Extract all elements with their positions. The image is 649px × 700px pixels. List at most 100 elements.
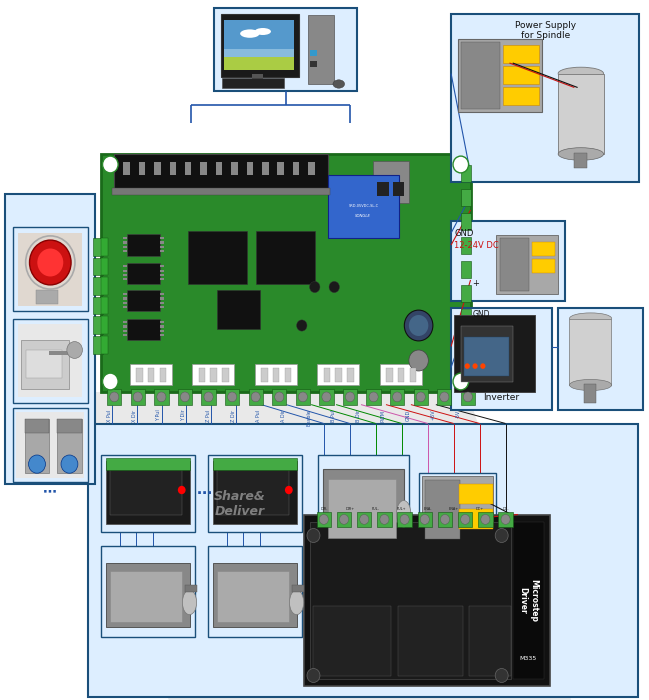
- Bar: [410, 368, 416, 382]
- Bar: [478, 512, 493, 527]
- Bar: [127, 318, 160, 340]
- Bar: [123, 270, 127, 272]
- Bar: [461, 164, 471, 182]
- Bar: [185, 584, 197, 592]
- Bar: [101, 297, 108, 314]
- Bar: [13, 318, 88, 402]
- Bar: [231, 162, 238, 175]
- Bar: [160, 270, 164, 272]
- Bar: [208, 455, 302, 532]
- Bar: [278, 162, 284, 175]
- Ellipse shape: [289, 590, 304, 615]
- Bar: [107, 389, 121, 405]
- Bar: [160, 326, 164, 328]
- Circle shape: [157, 392, 166, 402]
- Bar: [313, 606, 391, 676]
- Bar: [249, 389, 263, 405]
- Bar: [49, 351, 75, 355]
- Bar: [532, 259, 555, 273]
- Circle shape: [369, 392, 378, 402]
- Circle shape: [37, 248, 64, 276]
- Bar: [217, 570, 289, 622]
- Bar: [380, 364, 422, 385]
- Circle shape: [345, 392, 354, 402]
- Bar: [397, 512, 411, 527]
- Text: PUL-: PUL-: [372, 507, 380, 511]
- Bar: [154, 162, 161, 175]
- Bar: [461, 42, 500, 108]
- Circle shape: [329, 281, 339, 293]
- Bar: [123, 293, 127, 295]
- Bar: [123, 334, 127, 336]
- Bar: [221, 14, 299, 77]
- Bar: [458, 512, 472, 527]
- Bar: [451, 308, 552, 410]
- Circle shape: [409, 315, 428, 336]
- Bar: [317, 512, 331, 527]
- Bar: [217, 469, 289, 514]
- Bar: [160, 330, 164, 332]
- Bar: [106, 458, 190, 470]
- Bar: [464, 337, 509, 376]
- Bar: [503, 66, 539, 84]
- Bar: [310, 50, 317, 56]
- Circle shape: [228, 392, 237, 402]
- Bar: [123, 302, 127, 304]
- Text: Z Pul: Z Pul: [206, 410, 212, 421]
- Circle shape: [29, 455, 45, 473]
- Bar: [123, 306, 127, 308]
- Bar: [106, 461, 190, 524]
- Bar: [160, 302, 164, 304]
- Bar: [112, 188, 330, 195]
- Bar: [185, 162, 191, 175]
- Bar: [21, 340, 69, 389]
- Bar: [214, 8, 357, 91]
- Bar: [451, 220, 565, 301]
- Circle shape: [103, 156, 118, 173]
- Text: +: +: [472, 279, 480, 288]
- Bar: [123, 326, 127, 328]
- Ellipse shape: [182, 590, 197, 615]
- Text: Power Supply: Power Supply: [515, 21, 576, 30]
- Bar: [319, 389, 334, 405]
- Circle shape: [404, 310, 433, 341]
- Bar: [93, 238, 103, 256]
- Bar: [256, 231, 315, 284]
- Bar: [310, 61, 317, 66]
- Bar: [262, 162, 269, 175]
- Circle shape: [463, 392, 472, 402]
- Bar: [123, 274, 127, 276]
- Bar: [101, 455, 195, 532]
- Bar: [461, 284, 471, 302]
- Circle shape: [472, 363, 478, 369]
- Bar: [123, 246, 127, 248]
- Bar: [160, 237, 164, 239]
- Text: +5V: +5V: [431, 410, 436, 420]
- Bar: [25, 419, 49, 473]
- Bar: [373, 161, 409, 203]
- Bar: [317, 364, 360, 385]
- Bar: [110, 469, 182, 514]
- Bar: [26, 350, 62, 378]
- Bar: [247, 162, 253, 175]
- Bar: [13, 228, 88, 312]
- Circle shape: [275, 392, 284, 402]
- Text: ⋯: ⋯: [43, 484, 57, 498]
- Circle shape: [360, 514, 369, 524]
- Bar: [213, 563, 297, 626]
- Text: B Dir: B Dir: [356, 410, 361, 421]
- Circle shape: [400, 514, 409, 524]
- Bar: [123, 241, 127, 244]
- Circle shape: [481, 514, 490, 524]
- Ellipse shape: [558, 148, 604, 160]
- Bar: [328, 479, 396, 538]
- Bar: [296, 389, 310, 405]
- Bar: [461, 213, 471, 230]
- Bar: [160, 298, 164, 300]
- Bar: [93, 258, 103, 275]
- Bar: [93, 336, 103, 354]
- Circle shape: [453, 156, 469, 173]
- Circle shape: [61, 455, 78, 473]
- Bar: [160, 368, 166, 382]
- Circle shape: [251, 392, 260, 402]
